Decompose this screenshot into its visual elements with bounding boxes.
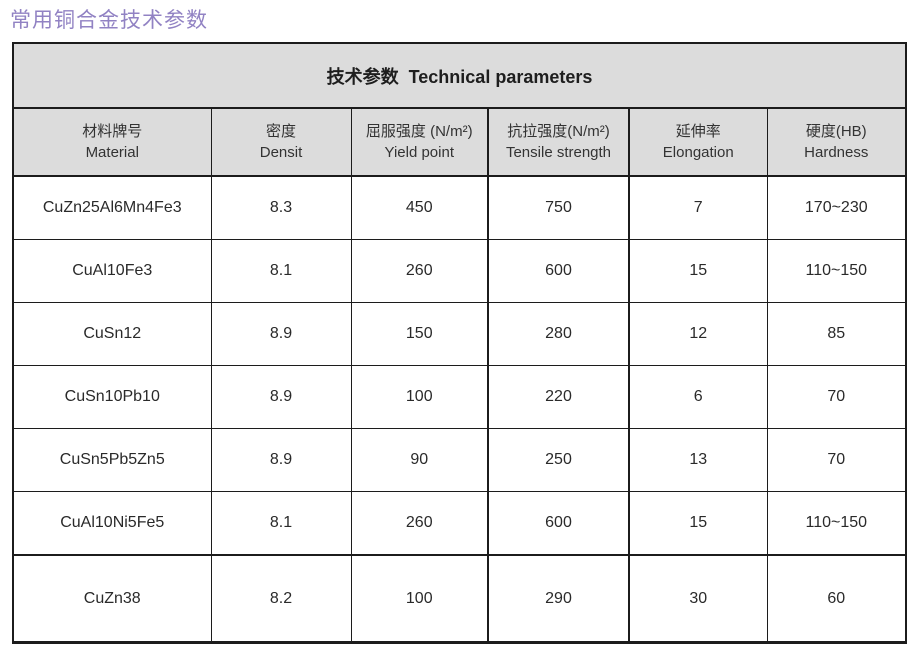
cell-yield-point: 90 — [350, 428, 489, 492]
cell-elongation: 15 — [628, 491, 768, 556]
cell-hardness: 110~150 — [766, 491, 907, 556]
table-title-zh: 技术参数 — [326, 66, 399, 87]
cell-elongation: 12 — [628, 302, 768, 366]
cell-density: 8.9 — [210, 365, 352, 429]
col-header-material: 材料牌号 Material — [12, 107, 212, 177]
cell-material: CuAl10Fe3 — [12, 239, 212, 303]
col-header-density-zh: 密度 — [265, 123, 296, 140]
col-header-elongation-en: Elongation — [662, 144, 734, 161]
cell-elongation: 15 — [628, 239, 768, 303]
col-header-tensile-strength: 抗拉强度(N/m²) Tensile strength — [487, 107, 630, 177]
cell-tensile-strength: 220 — [487, 365, 630, 429]
cell-yield-point: 450 — [350, 175, 489, 240]
cell-elongation: 30 — [628, 554, 768, 643]
cell-density: 8.1 — [210, 491, 352, 556]
col-header-hardness-zh: 硬度(HB) — [805, 123, 867, 140]
col-header-density: 密度 Densit — [210, 107, 352, 177]
col-header-density-en: Densit — [259, 144, 303, 161]
cell-material: CuAl10Ni5Fe5 — [12, 491, 212, 556]
cell-hardness: 85 — [766, 302, 907, 366]
cell-tensile-strength: 280 — [487, 302, 630, 366]
cell-elongation: 13 — [628, 428, 768, 492]
table-row: CuSn10Pb10 8.9 100 220 6 70 — [12, 365, 907, 429]
col-header-material-zh: 材料牌号 — [82, 123, 143, 140]
cell-tensile-strength: 290 — [487, 554, 630, 643]
cell-density: 8.9 — [210, 428, 352, 492]
table-row: CuZn25Al6Mn4Fe3 8.3 450 750 7 170~230 — [12, 175, 907, 240]
col-header-hardness-en: Hardness — [804, 144, 869, 161]
col-header-hardness: 硬度(HB) Hardness — [766, 107, 907, 177]
cell-tensile-strength: 600 — [487, 491, 630, 556]
table-row: CuSn5Pb5Zn5 8.9 90 250 13 70 — [12, 428, 907, 492]
cell-hardness: 70 — [766, 428, 907, 492]
cell-tensile-strength: 250 — [487, 428, 630, 492]
cell-density: 8.3 — [210, 175, 352, 240]
col-header-tensile-strength-zh: 抗拉强度(N/m²) — [507, 123, 610, 140]
cell-yield-point: 260 — [350, 491, 489, 556]
page-title: 常用铜合金技术参数 — [10, 9, 208, 32]
table-title-band: 技术参数 Technical parameters — [12, 42, 907, 109]
cell-yield-point: 100 — [350, 365, 489, 429]
cell-hardness: 70 — [766, 365, 907, 429]
cell-hardness: 60 — [766, 554, 907, 643]
cell-tensile-strength: 750 — [487, 175, 630, 240]
col-header-material-en: Material — [85, 144, 139, 161]
table-row: CuAl10Ni5Fe5 8.1 260 600 15 110~150 — [12, 491, 907, 556]
cell-yield-point: 260 — [350, 239, 489, 303]
cell-yield-point: 150 — [350, 302, 489, 366]
col-header-yield-point: 屈服强度 (N/m²) Yield point — [350, 107, 489, 177]
column-header-row: 材料牌号 Material 密度 Densit 屈服强度 (N/m²) Yiel… — [12, 107, 907, 177]
cell-yield-point: 100 — [350, 554, 489, 643]
col-header-elongation: 延伸率 Elongation — [628, 107, 768, 177]
cell-tensile-strength: 600 — [487, 239, 630, 303]
table-row: CuAl10Fe3 8.1 260 600 15 110~150 — [12, 239, 907, 303]
cell-material: CuZn25Al6Mn4Fe3 — [12, 175, 212, 240]
table-title: 技术参数 Technical parameters — [12, 42, 907, 109]
cell-material: CuSn10Pb10 — [12, 365, 212, 429]
col-header-yield-point-en: Yield point — [384, 144, 455, 161]
cell-density: 8.2 — [210, 554, 352, 643]
cell-elongation: 7 — [628, 175, 768, 240]
cell-density: 8.9 — [210, 302, 352, 366]
col-header-elongation-zh: 延伸率 — [675, 123, 721, 140]
table-row: CuSn12 8.9 150 280 12 85 — [12, 302, 907, 366]
cell-material: CuSn5Pb5Zn5 — [12, 428, 212, 492]
cell-elongation: 6 — [628, 365, 768, 429]
table-title-en: Technical parameters — [408, 66, 593, 87]
cell-hardness: 170~230 — [766, 175, 907, 240]
col-header-tensile-strength-en: Tensile strength — [505, 144, 612, 161]
cell-hardness: 110~150 — [766, 239, 907, 303]
cell-material: CuZn38 — [12, 554, 212, 643]
col-header-yield-point-zh: 屈服强度 (N/m²) — [365, 123, 473, 140]
table-row: CuZn38 8.2 100 290 30 60 — [12, 554, 907, 643]
technical-parameters-table: 技术参数 Technical parameters 材料牌号 Material 密… — [12, 42, 908, 644]
cell-density: 8.1 — [210, 239, 352, 303]
cell-material: CuSn12 — [12, 302, 212, 366]
